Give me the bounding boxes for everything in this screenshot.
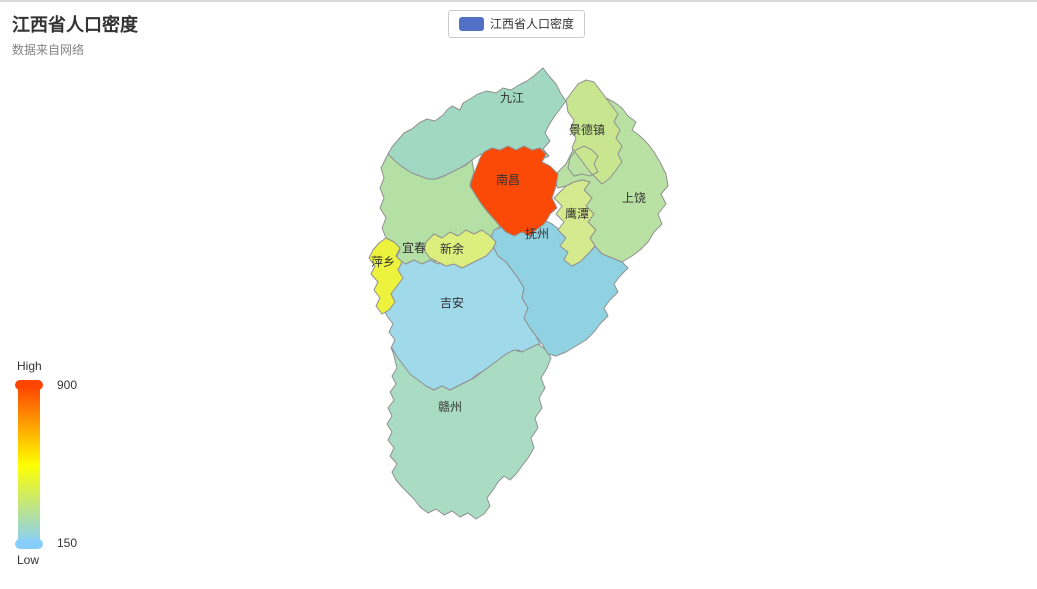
visualmap-low-label: Low [17,553,40,567]
region-nanchang[interactable] [469,145,559,237]
legend-swatch-icon [459,17,484,31]
region-ganzhou[interactable] [386,343,552,520]
map-regions-group [368,67,669,520]
region-pingxiang[interactable] [368,237,404,315]
visualmap-min-value: 150 [57,536,78,550]
visualmap-high-label: High [17,359,42,373]
visualmap-bottom-handle[interactable] [15,539,43,549]
region-xinyu[interactable] [423,229,497,269]
page-subtitle: 数据来自网络 [12,43,85,57]
region-jingdezhen[interactable] [565,79,623,185]
visualmap-top-handle[interactable] [15,380,43,390]
page-title: 江西省人口密度 [12,15,138,35]
visualmap-gradient-bar[interactable] [18,386,40,544]
visualmap-max-value: 900 [57,378,78,392]
inner-county-border [567,145,599,177]
legend-item[interactable]: 江西省人口密度 [448,10,586,38]
region-yingtan[interactable] [553,179,597,267]
legend-item-label: 江西省人口密度 [490,17,575,31]
